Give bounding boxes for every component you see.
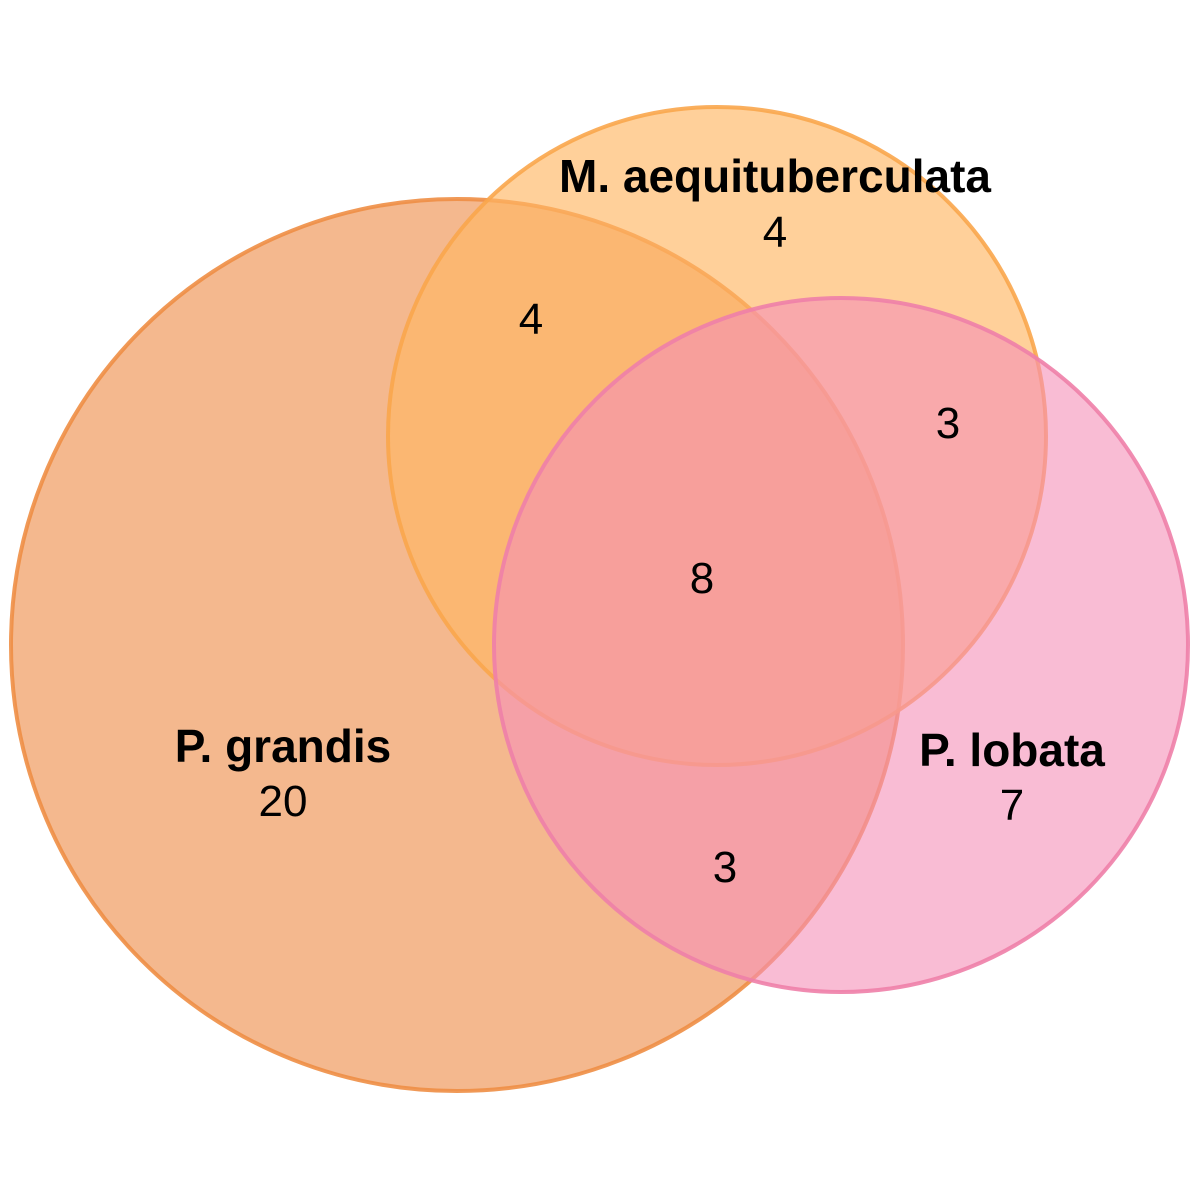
count-aequituberculata-lobata: 3 — [936, 399, 960, 448]
count-aequituberculata-only: 4 — [763, 208, 787, 257]
label-p-grandis: P. grandis — [175, 720, 391, 772]
label-m-aequituberculata: M. aequituberculata — [559, 150, 991, 202]
circle-p-lobata — [492, 296, 1190, 994]
count-all-three: 8 — [690, 554, 714, 603]
count-grandis-aequituberculata: 4 — [519, 295, 543, 344]
count-grandis-lobata: 3 — [713, 843, 737, 892]
count-grandis-only: 20 — [259, 777, 308, 826]
label-p-lobata: P. lobata — [919, 724, 1105, 776]
count-lobata-only: 7 — [1000, 781, 1024, 830]
